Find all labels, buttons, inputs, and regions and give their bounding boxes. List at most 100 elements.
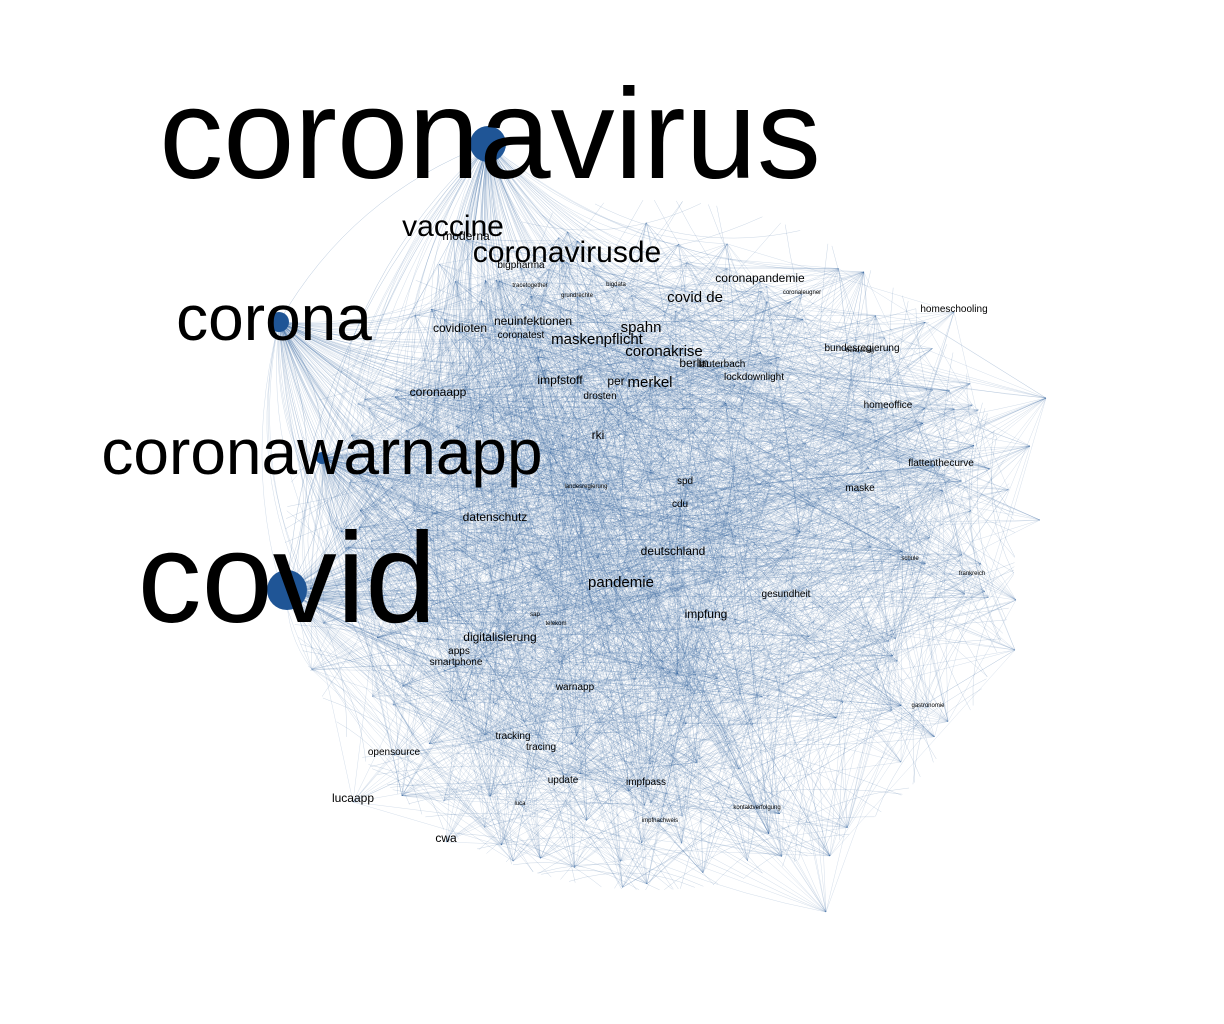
edge: [351, 434, 949, 722]
edge: [683, 349, 950, 392]
edge: [736, 559, 911, 625]
edge: [489, 310, 512, 515]
edge: [559, 383, 924, 424]
edge: [278, 321, 800, 533]
edge: [345, 547, 780, 815]
edge: [349, 337, 522, 483]
edge: [392, 550, 505, 705]
edge: [753, 379, 965, 595]
edge: [622, 808, 758, 888]
edge: [479, 739, 491, 797]
edge: [484, 349, 541, 736]
edge: [567, 231, 758, 810]
edge: [497, 595, 525, 722]
edge: [402, 685, 567, 776]
edge: [682, 585, 827, 913]
edge: [411, 301, 696, 392]
edge: [321, 457, 902, 706]
edge: [620, 586, 965, 595]
edge: [452, 235, 839, 269]
edge: [553, 547, 871, 592]
edge: [747, 860, 827, 913]
edge: [345, 547, 982, 565]
edge: [286, 445, 1031, 605]
edge: [823, 486, 1010, 849]
edge: [465, 239, 800, 532]
edge: [539, 349, 707, 619]
edge: [652, 293, 803, 361]
edge: [695, 414, 718, 679]
edge: [389, 331, 461, 622]
edge: [686, 262, 889, 409]
edge: [414, 314, 566, 474]
edge: [349, 426, 457, 483]
edge: [530, 296, 755, 381]
edge: [402, 456, 541, 859]
edge: [364, 366, 723, 400]
edge: [321, 457, 485, 736]
edge: [321, 253, 561, 459]
edge: [679, 271, 864, 508]
edge: [452, 235, 1047, 399]
edge: [479, 487, 587, 740]
edge: [483, 143, 651, 765]
edge: [321, 319, 803, 460]
edge: [576, 500, 789, 551]
edge: [682, 433, 844, 587]
edge: [529, 286, 902, 763]
edge: [451, 348, 933, 701]
edge: [721, 497, 814, 507]
edge: [559, 357, 780, 671]
node-label-pandemie: pandemie: [588, 574, 654, 591]
edge: [686, 262, 864, 273]
edge: [290, 347, 351, 483]
edge: [540, 705, 902, 859]
edge: [469, 340, 1017, 601]
edge: [498, 301, 792, 561]
edge: [725, 403, 787, 598]
edge: [359, 510, 623, 888]
edge: [377, 637, 501, 642]
edge: [504, 311, 955, 552]
edge: [512, 738, 769, 835]
edge: [406, 239, 467, 431]
edge: [352, 623, 737, 803]
edge: [487, 143, 839, 269]
edge: [538, 575, 837, 719]
edge: [481, 143, 553, 471]
edge: [444, 319, 561, 557]
edge: [286, 199, 644, 519]
edge: [725, 403, 990, 470]
edge: [702, 683, 784, 873]
edge: [431, 309, 452, 701]
edge: [393, 754, 827, 913]
edge: [278, 321, 935, 738]
edge: [631, 295, 787, 598]
edge: [450, 486, 771, 618]
edge: [278, 321, 898, 662]
edge: [816, 535, 929, 708]
edge: [278, 321, 465, 701]
edge: [286, 589, 893, 683]
edge: [429, 743, 651, 765]
edge: [291, 609, 367, 762]
edge: [586, 585, 684, 821]
edge: [499, 280, 934, 467]
edge: [487, 143, 631, 342]
edge: [798, 409, 965, 595]
edge: [512, 550, 789, 862]
edge: [520, 267, 982, 565]
edge: [641, 463, 776, 843]
edge: [634, 679, 837, 719]
edge: [487, 143, 898, 662]
edge: [360, 435, 563, 511]
node-label-gesundheit: gesundheit: [762, 589, 811, 600]
node-label-telekom: telekom: [545, 621, 566, 627]
edge: [286, 360, 654, 591]
edge: [549, 452, 814, 507]
edge: [425, 143, 489, 701]
edge: [321, 362, 772, 466]
edge: [799, 389, 933, 532]
edge: [517, 286, 531, 321]
edge: [278, 321, 639, 783]
